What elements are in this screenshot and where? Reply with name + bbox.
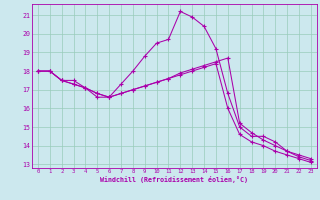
X-axis label: Windchill (Refroidissement éolien,°C): Windchill (Refroidissement éolien,°C) [100, 176, 248, 183]
